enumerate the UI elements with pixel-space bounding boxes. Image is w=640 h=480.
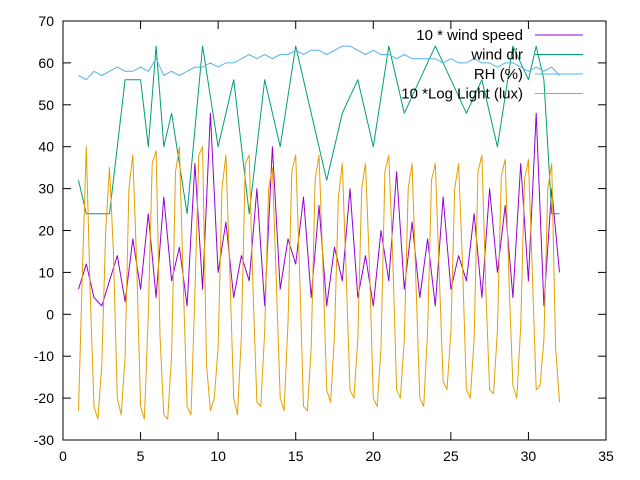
y-tick-label: 50 [38,97,54,113]
x-tick-label: 20 [365,448,381,464]
y-tick-label: 40 [38,139,54,155]
x-tick-label: 30 [521,448,537,464]
y-tick-label: 30 [38,181,54,197]
legend: 10 * wind speed wind dir RH (%) 10 *Log Lig… [401,27,583,103]
x-tick-label: 10 [210,448,226,464]
series-line [78,45,560,81]
y-tick-label: -20 [34,390,54,406]
y-tick-label: 10 [38,264,54,280]
legend-label: 10 *Log Light (lux) [401,86,523,103]
legend-label: wind dir [470,47,523,64]
x-tick-label: 35 [598,448,614,464]
y-tick-label: 70 [38,13,54,29]
y-tick-label: 0 [46,306,54,322]
series-line [78,45,560,215]
legend-label: RH (%) [474,66,523,83]
y-tick-label: 60 [38,55,54,71]
x-tick-label: 15 [288,448,304,464]
x-tick-label: 0 [59,448,67,464]
x-tick-label: 25 [443,448,459,464]
y-tick-label: -10 [34,348,54,364]
x-axis: 0 5 10 15 20 25 30 35 [59,21,614,464]
y-axis: -30 -20 -10 0 10 20 30 40 50 60 70 [34,13,606,448]
series-layer [78,45,560,420]
series-line [78,146,560,420]
y-tick-label: -30 [34,432,54,448]
y-tick-label: 20 [38,223,54,239]
legend-label: 10 * wind speed [416,27,523,44]
x-tick-label: 5 [137,448,145,464]
plot-frame [62,20,607,441]
